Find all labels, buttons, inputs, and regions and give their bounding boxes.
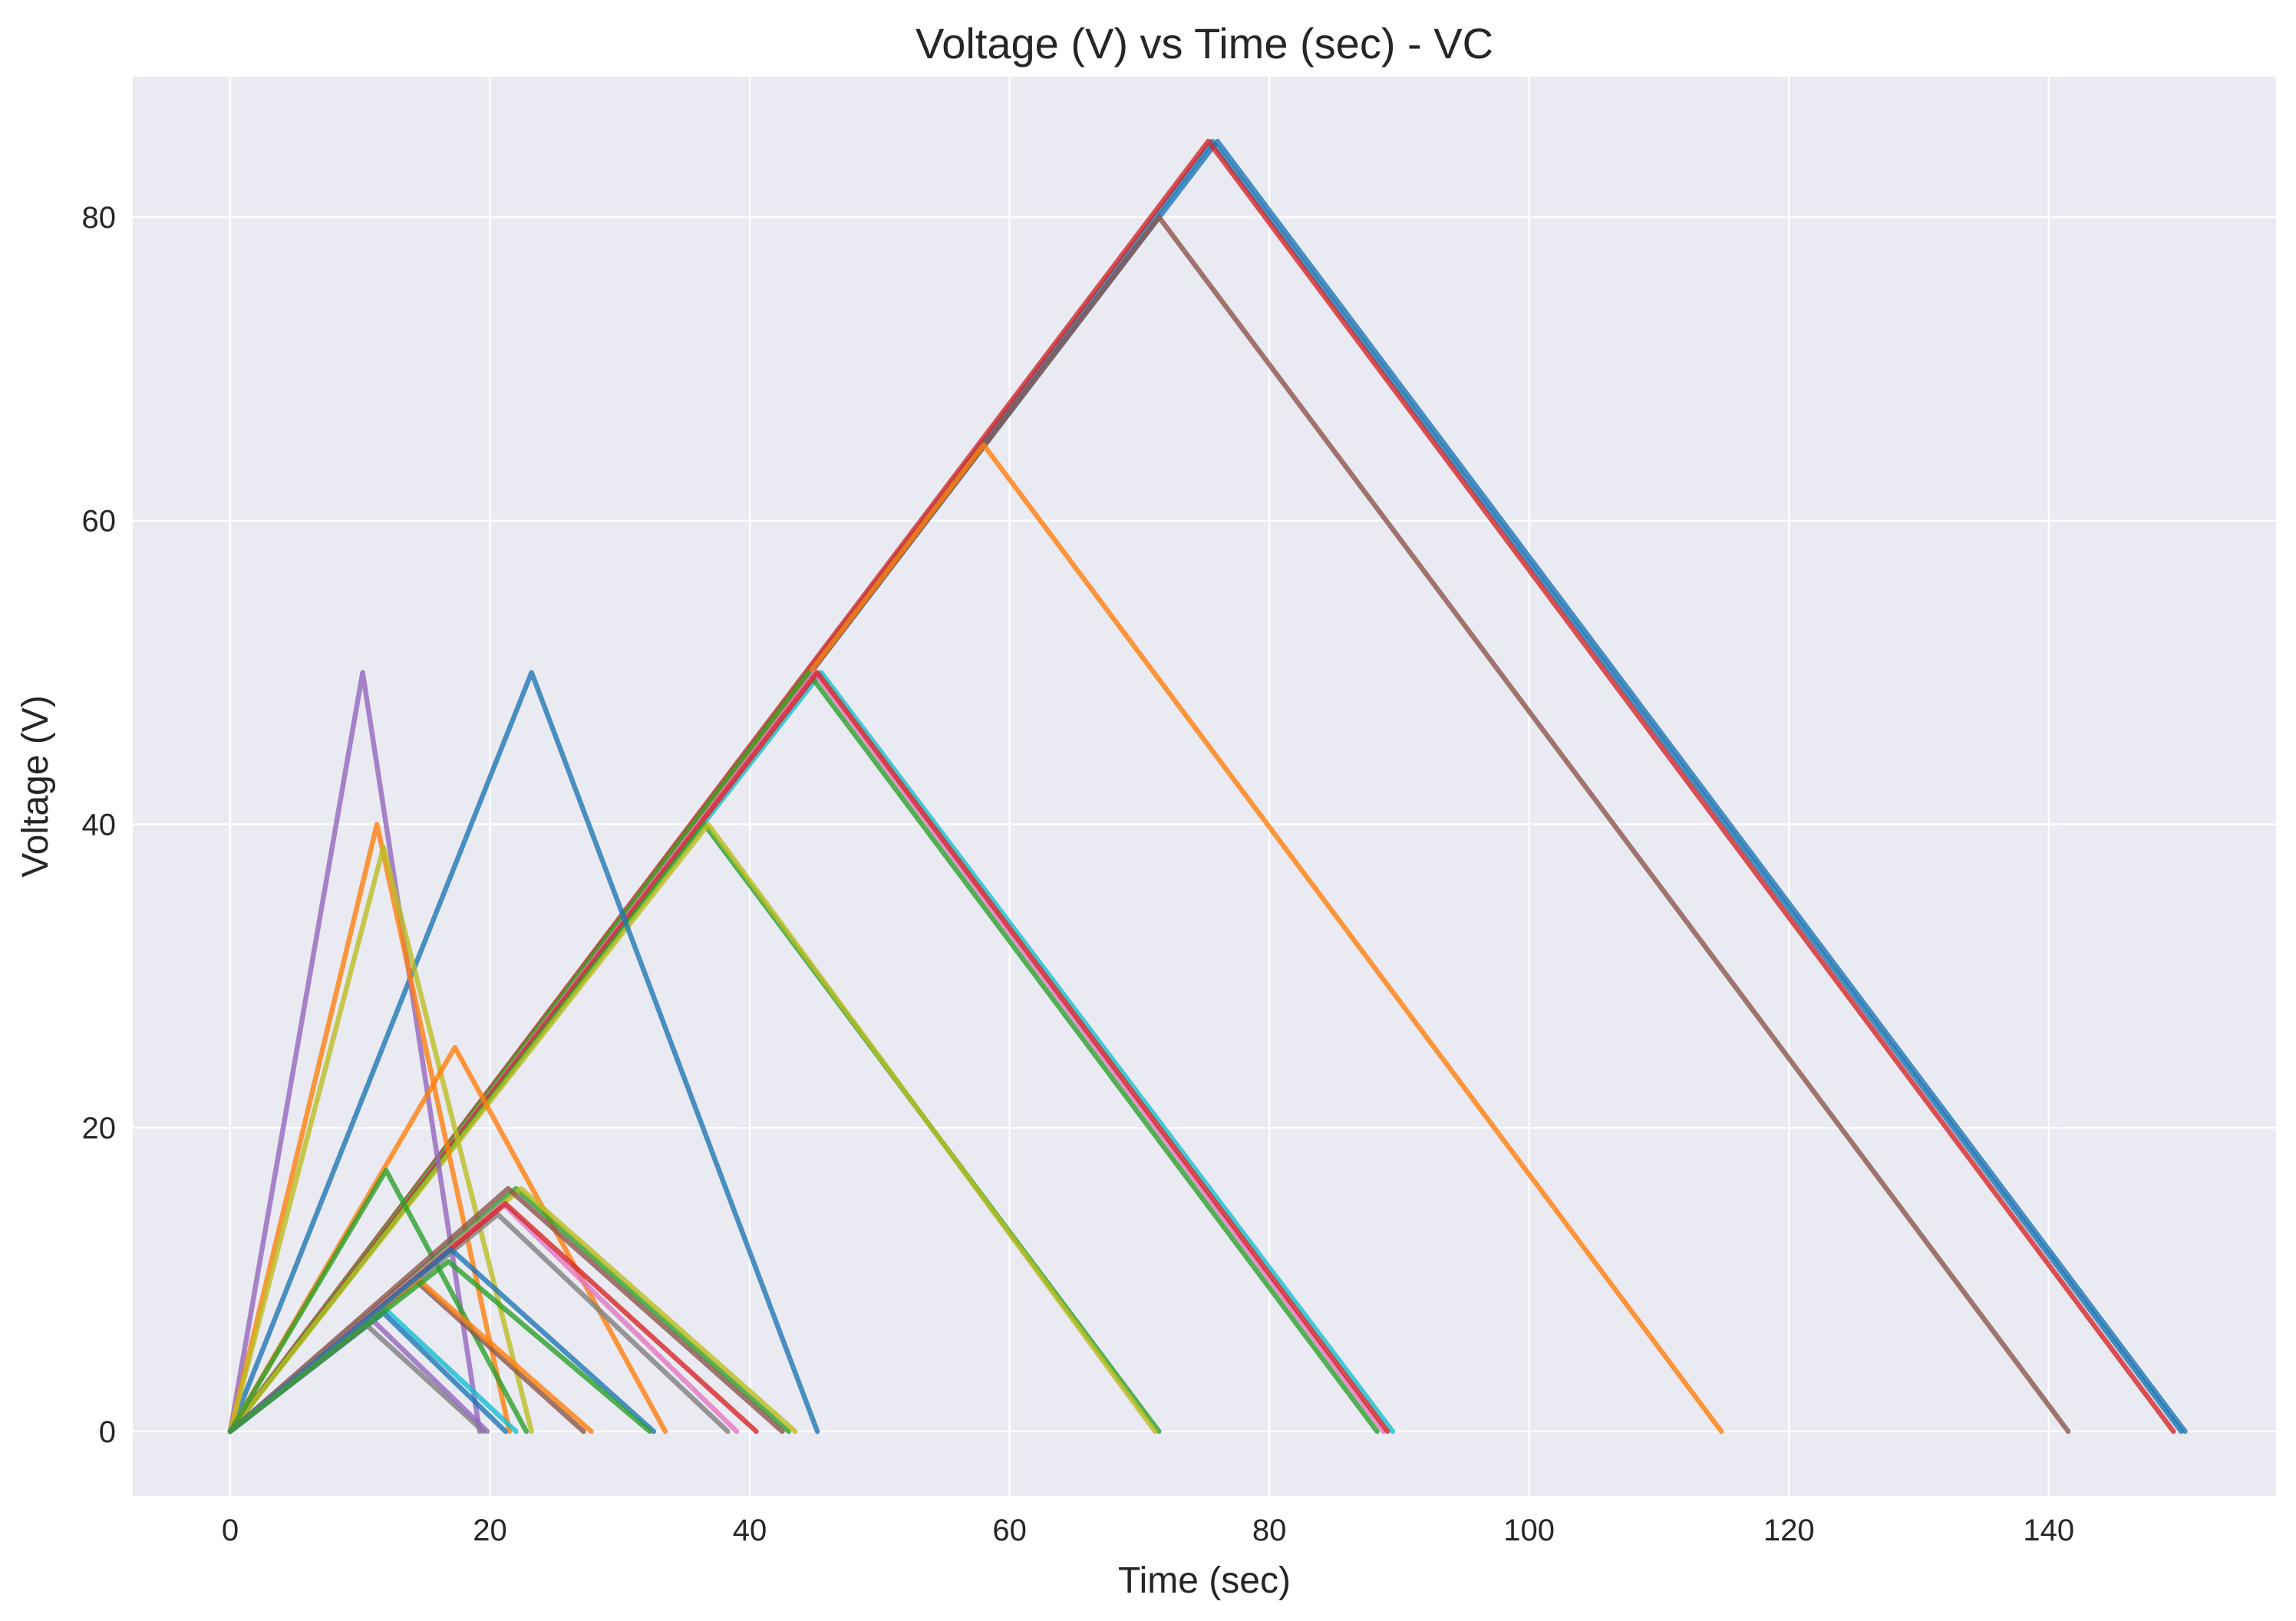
series-line-13 [227,670,483,1435]
x-tick-label: 0 [222,1514,239,1547]
series-line-12 [227,670,820,1435]
y-tick-label: 0 [99,1415,116,1449]
x-tick-label: 40 [733,1514,767,1547]
y-tick-label: 80 [82,201,117,235]
grid [133,77,2276,1496]
x-tick-label: 80 [1252,1514,1287,1547]
y-tick-label: 20 [82,1112,117,1145]
x-tick-label: 60 [992,1514,1027,1547]
tick-labels: 0 20 40 60 80 100 120 140 0 20 40 60 80 [82,201,2075,1547]
x-axis-label: Time (sec) [1118,1560,1291,1601]
series-line-11 [227,822,1158,1435]
y-tick-label: 40 [82,808,117,842]
x-tick-label: 120 [1763,1514,1815,1547]
series-line-31 [227,1259,652,1435]
series-line-26 [227,1247,657,1435]
x-tick-label: 100 [1503,1514,1555,1547]
x-tick-label: 140 [2023,1514,2074,1547]
series-line-17 [227,1168,529,1435]
series-line-15 [227,844,534,1435]
series-group [227,138,2188,1435]
x-tick-label: 20 [473,1514,507,1547]
y-axis-label: Voltage (V) [15,695,56,877]
chart-title: Voltage (V) vs Time (sec) - VC [915,19,1493,68]
series-line-20 [227,1186,785,1435]
y-tick-label: 60 [82,505,117,539]
